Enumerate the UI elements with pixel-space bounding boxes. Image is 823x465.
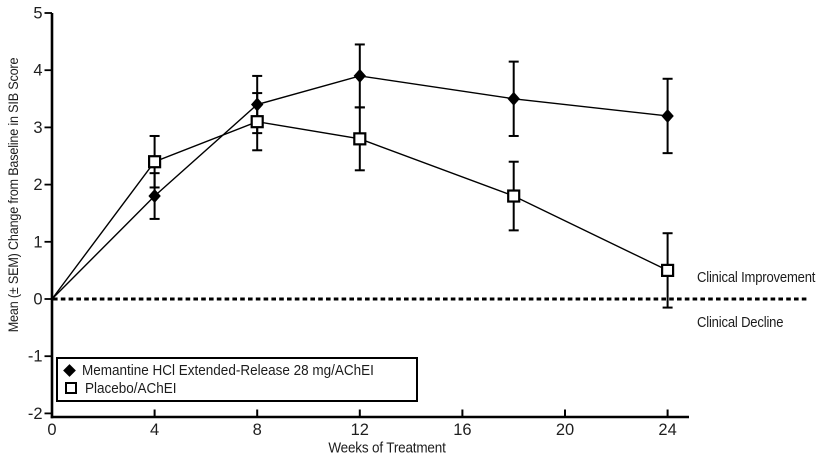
- y-axis-title: Mean (± SEM) Change from Baseline in SIB…: [5, 42, 21, 347]
- x-tick-label: 20: [556, 421, 574, 439]
- annotation-clinical-decline: Clinical Decline: [697, 315, 793, 331]
- series-line-memantine: [51, 75, 668, 300]
- x-tick-label: 24: [658, 421, 676, 439]
- marker-filled-diamond: [661, 108, 674, 123]
- marker-filled-diamond: [507, 91, 520, 106]
- annotation-clinical-improvement: Clinical Improvement: [697, 270, 823, 286]
- x-axis-title: Weeks of Treatment: [322, 440, 452, 457]
- y-tick-label: -1: [28, 348, 43, 366]
- legend-label-memantine: Memantine HCl Extended-Release 28 mg/ACh…: [82, 361, 374, 379]
- y-tick-label: -2: [28, 405, 43, 423]
- annotation-clinical-improvement-text: Clinical Improvement: [697, 270, 816, 286]
- legend-item-memantine: Memantine HCl Extended-Release 28 mg/ACh…: [63, 361, 406, 379]
- marker-open-square: [507, 189, 521, 203]
- marker-filled-diamond: [353, 68, 366, 83]
- x-tick-label: 8: [253, 421, 262, 439]
- marker-open-square: [250, 115, 264, 129]
- filled-diamond-icon: [63, 363, 76, 377]
- y-tick-label: 1: [33, 233, 42, 251]
- marker-open-square: [660, 263, 675, 277]
- y-tick-label: 2: [33, 176, 42, 194]
- y-tick-label: 4: [33, 62, 42, 80]
- x-tick-label: 16: [453, 421, 471, 439]
- legend: Memantine HCl Extended-Release 28 mg/ACh…: [56, 357, 419, 402]
- y-tick-label: 0: [33, 291, 42, 309]
- x-axis-title-text: Weeks of Treatment: [328, 439, 446, 457]
- y-tick-label: 5: [33, 5, 42, 23]
- x-tick-label: 12: [351, 421, 369, 439]
- marker-open-square: [148, 155, 162, 169]
- marker-open-square: [353, 132, 367, 146]
- x-tick-label: 0: [47, 421, 56, 439]
- y-tick-label: 3: [33, 119, 42, 137]
- legend-item-placebo: Placebo/AChEI: [65, 379, 406, 397]
- marker-filled-diamond: [251, 97, 264, 112]
- annotation-clinical-decline-text: Clinical Decline: [697, 315, 784, 331]
- y-axis-title-text: Mean (± SEM) Change from Baseline in SIB…: [5, 57, 21, 333]
- series-line-placebo: [51, 120, 668, 300]
- x-tick-label: 4: [150, 421, 159, 439]
- open-square-icon: [65, 382, 77, 394]
- marker-filled-diamond: [148, 189, 161, 204]
- legend-label-placebo: Placebo/AChEI: [85, 379, 177, 397]
